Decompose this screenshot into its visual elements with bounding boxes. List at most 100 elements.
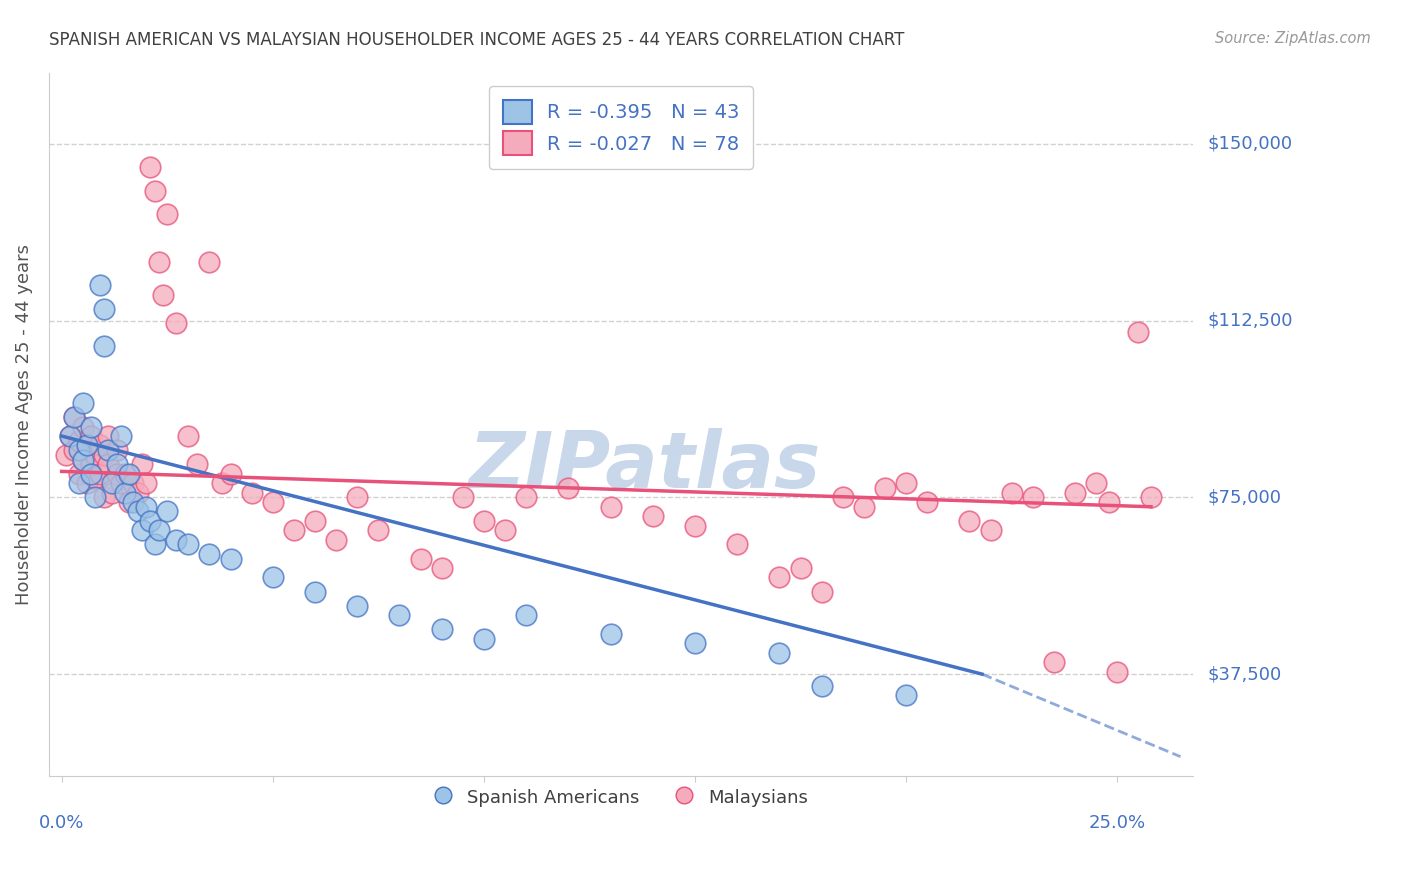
Text: $150,000: $150,000: [1208, 135, 1292, 153]
Point: [80, 458, 103, 472]
Point: [131, 524, 153, 538]
Text: 25.0%: 25.0%: [1088, 814, 1146, 832]
Point: [80, 467, 103, 481]
Point: [219, 467, 242, 481]
Point: [67, 476, 90, 491]
Point: [472, 632, 495, 646]
Point: [1098, 495, 1121, 509]
Point: [211, 476, 233, 491]
Point: [63, 410, 86, 425]
Text: ZIPatlas: ZIPatlas: [468, 428, 820, 504]
Point: [304, 514, 326, 528]
Point: [557, 481, 579, 495]
Point: [494, 524, 516, 538]
Point: [852, 500, 875, 514]
Point: [915, 495, 938, 509]
Point: [599, 500, 621, 514]
Point: [127, 485, 149, 500]
Point: [240, 485, 263, 500]
Point: [177, 429, 200, 443]
Point: [346, 491, 368, 505]
Point: [156, 504, 179, 518]
Point: [515, 608, 537, 623]
Point: [84, 491, 107, 505]
Point: [139, 514, 162, 528]
Point: [72, 452, 94, 467]
Point: [72, 419, 94, 434]
Text: Source: ZipAtlas.com: Source: ZipAtlas.com: [1215, 31, 1371, 46]
Point: [304, 584, 326, 599]
Point: [101, 485, 124, 500]
Point: [789, 561, 811, 575]
Point: [515, 491, 537, 505]
Point: [325, 533, 347, 547]
Point: [810, 584, 832, 599]
Point: [1107, 665, 1129, 679]
Point: [97, 443, 120, 458]
Point: [725, 537, 748, 551]
Point: [186, 458, 208, 472]
Point: [105, 467, 128, 481]
Y-axis label: Householder Income Ages 25 - 44 years: Householder Income Ages 25 - 44 years: [15, 244, 32, 605]
Text: $75,000: $75,000: [1208, 488, 1281, 507]
Point: [599, 627, 621, 641]
Point: [1140, 491, 1163, 505]
Point: [97, 458, 120, 472]
Point: [768, 570, 790, 584]
Point: [683, 636, 706, 650]
Point: [76, 476, 98, 491]
Point: [114, 485, 136, 500]
Point: [59, 429, 82, 443]
Point: [430, 623, 453, 637]
Point: [768, 646, 790, 660]
Point: [131, 458, 153, 472]
Text: $112,500: $112,500: [1208, 311, 1292, 329]
Point: [67, 443, 90, 458]
Point: [683, 518, 706, 533]
Point: [139, 161, 162, 175]
Point: [451, 491, 474, 505]
Point: [93, 301, 115, 316]
Point: [156, 207, 179, 221]
Point: [97, 429, 120, 443]
Point: [177, 537, 200, 551]
Point: [59, 429, 82, 443]
Point: [262, 570, 284, 584]
Point: [67, 467, 90, 481]
Point: [63, 443, 86, 458]
Point: [1022, 491, 1045, 505]
Point: [76, 438, 98, 452]
Point: [55, 448, 77, 462]
Point: [1128, 326, 1150, 340]
Point: [262, 495, 284, 509]
Point: [894, 476, 917, 491]
Point: [1001, 485, 1024, 500]
Point: [89, 278, 111, 293]
Point: [143, 184, 166, 198]
Point: [143, 537, 166, 551]
Point: [148, 524, 170, 538]
Point: [122, 476, 145, 491]
Point: [135, 476, 157, 491]
Point: [1064, 485, 1087, 500]
Point: [165, 533, 187, 547]
Point: [810, 679, 832, 693]
Point: [114, 467, 136, 481]
Point: [93, 339, 115, 353]
Point: [165, 316, 187, 330]
Point: [110, 429, 132, 443]
Point: [101, 476, 124, 491]
Point: [198, 547, 221, 561]
Point: [198, 254, 221, 268]
Point: [219, 551, 242, 566]
Point: [84, 471, 107, 485]
Point: [80, 429, 103, 443]
Point: [894, 689, 917, 703]
Point: [72, 452, 94, 467]
Point: [957, 514, 980, 528]
Point: [641, 509, 664, 524]
Point: [148, 254, 170, 268]
Point: [80, 419, 103, 434]
Text: $37,500: $37,500: [1208, 665, 1281, 683]
Point: [110, 476, 132, 491]
